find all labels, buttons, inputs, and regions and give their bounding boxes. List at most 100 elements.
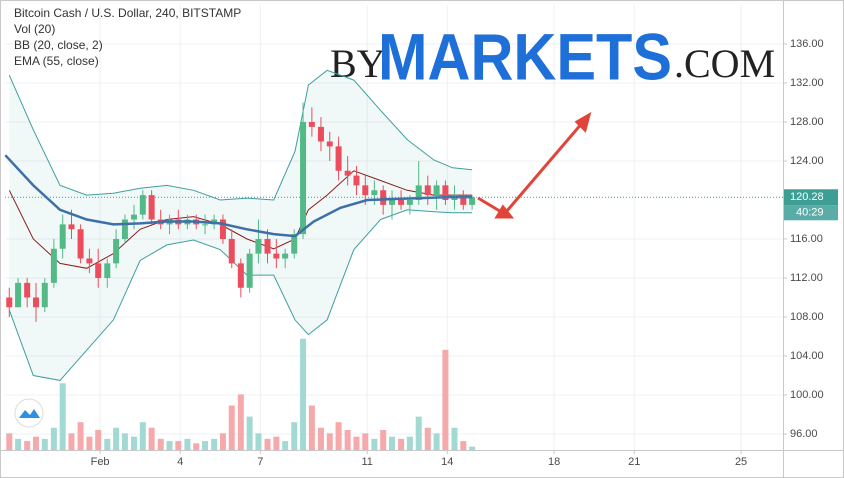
volume-bar	[211, 438, 218, 450]
volume-bar	[32, 436, 39, 450]
volume-bar	[415, 416, 422, 450]
volume-bar	[121, 433, 128, 450]
candle-body	[371, 190, 378, 196]
y-tick-label: 128.00	[790, 116, 824, 128]
y-tick-label: 124.00	[790, 155, 824, 167]
x-tick-label: 21	[628, 456, 640, 468]
x-tick-label: 18	[548, 456, 560, 468]
volume-bar	[130, 436, 137, 450]
volume-bar	[308, 405, 315, 450]
candle-body	[68, 224, 75, 230]
y-tick-label: 112.00	[790, 272, 823, 284]
volume-bar	[326, 433, 333, 450]
candle-body	[219, 219, 226, 240]
volume-bar	[246, 416, 253, 450]
arrow	[477, 196, 504, 215]
volume-bar	[398, 438, 405, 450]
volume-bar	[388, 436, 395, 450]
last-price-label: 120.28	[790, 191, 824, 203]
legend-bands: BB (20, close, 2)	[14, 38, 103, 52]
legend: Bitcoin Cash / U.S. Dollar, 240, BITSTAM…	[14, 6, 241, 68]
y-tick-label: 104.00	[790, 350, 824, 362]
candle-body	[246, 253, 253, 288]
volume-bar	[300, 338, 307, 450]
candle-body	[86, 258, 93, 264]
volume-bar	[424, 427, 431, 450]
band-lower	[8, 209, 473, 381]
volume-bar	[317, 427, 324, 450]
volume-bar	[469, 446, 476, 450]
y-tick-label: 132.00	[790, 77, 824, 89]
volume-bar	[255, 433, 262, 450]
volume-bar	[273, 436, 280, 450]
candle-body	[300, 122, 307, 235]
candle-body	[32, 297, 39, 308]
candle-body	[388, 200, 395, 205]
legend-ema: EMA (55, close)	[14, 54, 99, 68]
x-tick-label: 14	[441, 456, 453, 468]
candle-body	[24, 282, 31, 298]
volume-bar	[166, 441, 173, 450]
x-tick-label: 4	[177, 456, 183, 468]
candle-body	[406, 200, 413, 205]
logo	[14, 398, 44, 428]
watermark-prefix: BY	[330, 41, 386, 86]
volume-bar	[202, 441, 209, 450]
volume-bar	[291, 422, 298, 450]
volume-bar	[113, 427, 120, 450]
axes: 96.00 100.00 104.00 108.00 112.00 116.00 124.0…	[91, 38, 838, 468]
candle-body	[95, 263, 102, 279]
logo-icon	[19, 409, 40, 418]
volume-bar	[148, 427, 155, 450]
plot	[4, 69, 783, 450]
y-tick-label: 96.00	[790, 428, 818, 440]
candle-body	[50, 248, 57, 283]
candle-body	[113, 239, 120, 264]
grid	[5, 5, 783, 450]
candle-body	[148, 195, 155, 220]
watermark: BY MARKETS .COM	[330, 19, 775, 93]
volume-bar	[264, 438, 271, 450]
candle-body	[282, 253, 289, 259]
volume-bar	[451, 427, 458, 450]
candle-body	[415, 185, 422, 201]
last-price-box	[784, 189, 838, 206]
candle-body	[41, 282, 48, 308]
volume-bar	[193, 443, 200, 450]
volume-bar	[175, 441, 182, 450]
candle-body	[15, 282, 22, 308]
volume-bar	[95, 429, 102, 450]
legend-volume: Vol (20)	[14, 22, 55, 36]
y-tick-label: 136.00	[790, 38, 824, 50]
candle-body	[273, 253, 280, 259]
candle-body	[6, 297, 13, 308]
arrows	[477, 111, 592, 219]
candle-body	[424, 185, 431, 196]
watermark-main: MARKETS	[378, 19, 672, 93]
candle-body	[77, 229, 84, 259]
volume-bar	[184, 438, 191, 450]
countdown-label: 40:29	[796, 207, 824, 219]
candle-body	[255, 239, 262, 254]
ema-line	[4, 154, 473, 238]
candle-body	[139, 195, 146, 215]
volume-bar	[371, 438, 378, 450]
logo-circle	[14, 398, 44, 428]
band-fill	[9, 70, 473, 381]
x-tick-label: 11	[361, 456, 372, 468]
candle-body	[308, 122, 315, 127]
chart-title: Bitcoin Cash / U.S. Dollar, 240, BITSTAM…	[14, 6, 241, 20]
candle-body	[362, 185, 369, 196]
countdown-box	[784, 205, 838, 221]
volume-bar	[24, 441, 31, 450]
candle-body	[326, 141, 333, 147]
y-tick-label: 108.00	[790, 311, 824, 323]
candle-body	[202, 224, 209, 226]
volume-bar	[406, 436, 413, 450]
candle-body	[460, 195, 467, 205]
volume-bar	[6, 433, 13, 450]
volume-bar	[104, 438, 111, 450]
y-tick-label: 116.00	[790, 233, 823, 245]
candle-body	[59, 224, 66, 249]
